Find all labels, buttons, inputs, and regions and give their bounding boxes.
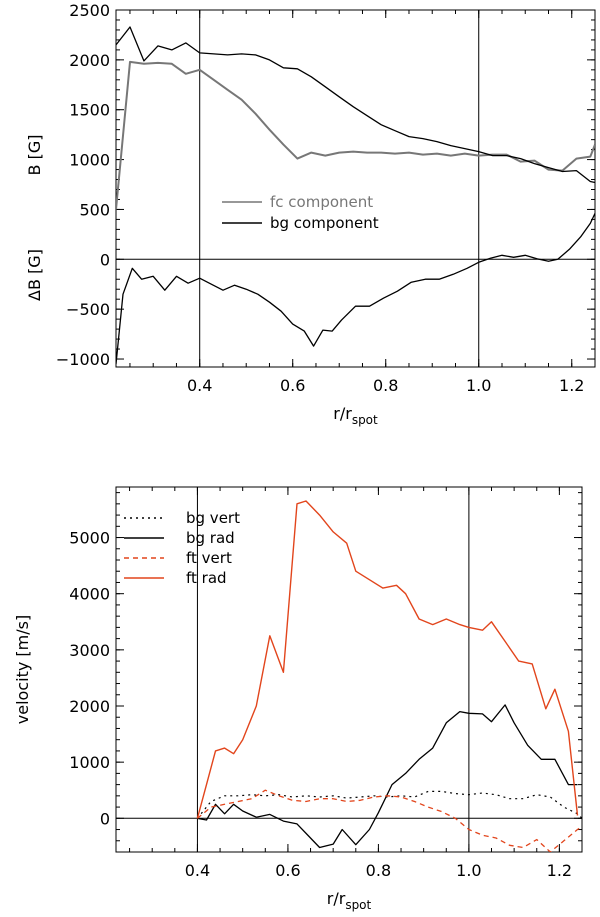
y-tick-label: 3000 [69, 641, 110, 660]
legend: fc component bg component [222, 193, 379, 232]
series-line-delta-b [116, 213, 595, 365]
legend-label: ft rad [186, 569, 227, 587]
delta-y-axis-label: ΔB [G] [25, 249, 44, 301]
legend-label: bg component [270, 214, 379, 232]
legend-label: bg rad [186, 529, 235, 547]
x-axis-label: r/rspot [333, 404, 378, 427]
y-tick-label: 0 [100, 250, 110, 269]
series-group [196, 500, 582, 852]
y-axis-label: B [G] [25, 135, 44, 176]
y-tick-label: 5000 [69, 529, 110, 548]
series-line-fc-component [116, 60, 595, 210]
series-group [116, 26, 595, 365]
y-tick-label: 0 [100, 809, 110, 828]
x-tick-label: 0.8 [366, 861, 391, 880]
y-tick-label: 1000 [69, 151, 110, 170]
x-tick-label: 0.6 [280, 376, 305, 395]
y-tick-label: 1000 [69, 753, 110, 772]
y-tick-label: 2000 [69, 51, 110, 70]
x-tick-label: 1.2 [559, 376, 584, 395]
x-tick-label: 0.4 [185, 861, 210, 880]
y-axis-label: velocity [m/s] [13, 615, 32, 724]
y-tick-label: 2000 [69, 697, 110, 716]
y-tick-label: 2500 [69, 1, 110, 20]
legend: bg vert bg rad ft vert ft rad [124, 509, 240, 587]
chart-2: 0.4 0.6 0.8 1.0 1.2 0 1000 2000 3000 4000 5000 bg v… [13, 486, 583, 912]
legend-label: bg vert [186, 509, 240, 527]
x-tick-label: 0.8 [373, 376, 398, 395]
x-tick-label: 0.6 [275, 861, 300, 880]
x-tick-label: 1.0 [456, 861, 481, 880]
x-tick-label: 1.2 [547, 861, 572, 880]
y-tick-label: −1000 [56, 350, 110, 369]
x-axis-label-main: r/r [333, 404, 352, 423]
series-line-bg-component [116, 26, 595, 184]
x-axis-label-main: r/r [327, 889, 346, 908]
x-axis-label-sub: spot [352, 413, 378, 427]
y-tick-label: 4000 [69, 585, 110, 604]
legend-label: ft vert [186, 549, 232, 567]
series-line-ft-rad [196, 500, 579, 819]
x-tick-label: 1.0 [466, 376, 491, 395]
y-tick-label: 1500 [69, 101, 110, 120]
plot-frame [115, 9, 596, 368]
legend-label: fc component [270, 193, 373, 211]
x-tick-label: 0.4 [187, 376, 212, 395]
x-axis-label: r/rspot [327, 889, 372, 912]
chart-1: 0.4 0.6 0.8 1.0 1.2 2500 2000 1500 1000 500 0 −500 −… [25, 1, 596, 427]
y-tick-label: −500 [66, 300, 110, 319]
y-tick-label: 500 [79, 200, 110, 219]
series-line-bg-rad [197, 704, 578, 849]
series-line-ft-vert [196, 789, 582, 852]
plot-frame [115, 486, 583, 853]
x-axis-label-sub: spot [345, 898, 371, 912]
